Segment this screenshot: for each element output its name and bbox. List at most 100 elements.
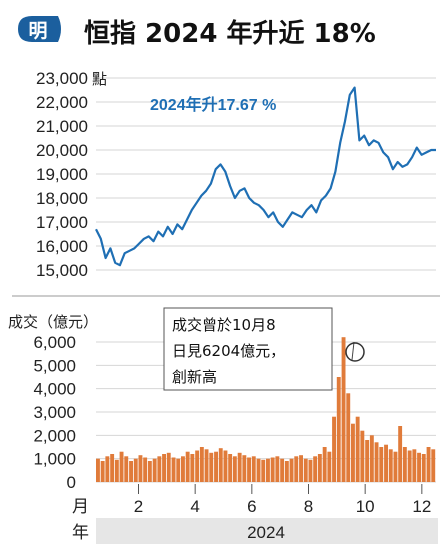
volume-bar [133,458,138,482]
volume-bar [171,457,176,482]
price-y-tick-label: 23,000 [36,69,88,88]
volume-bar [242,455,247,482]
volume-bar [365,440,370,482]
volume-y-tick-label: 1,000 [33,450,76,469]
volume-bar [270,457,275,482]
volume-y-tick-label: 5,000 [33,356,76,375]
month-tick-label: 8 [304,497,313,516]
volume-bar [351,423,355,482]
month-axis-label: 月 [72,497,89,516]
volume-bar [204,449,209,482]
volume-y-tick-labels: 6,000 5,000 4,000 3,000 2,000 1,000 0 [33,333,76,492]
volume-bar [100,461,105,482]
volume-y-tick-label: 4,000 [33,380,76,399]
price-y-tick-label: 22,000 [36,93,88,112]
volume-unit-label: 成交（億元） [8,313,98,331]
month-tick-label: 6 [247,497,256,516]
volume-bar [384,444,388,482]
volume-bar [190,454,195,482]
volume-bar [360,430,365,482]
month-tick-label: 10 [356,497,375,516]
mingpao-logo-icon: 明 [18,16,61,42]
volume-bar [379,447,384,482]
volume-bar [119,451,124,482]
volume-bar [185,451,190,482]
volume-bar [199,447,204,482]
volume-bar [275,456,280,482]
chart-title: 恒指 2024 年升近 18% [84,19,376,49]
volume-bar [332,416,336,482]
price-y-tick-label: 15,000 [36,261,88,280]
volume-bar [195,450,200,482]
volume-bar [303,458,308,482]
volume-bar [166,452,171,482]
volume-bar [402,447,407,482]
year-band [96,518,438,544]
volume-bar [322,447,327,482]
header: 明 恒指 2024 年升近 18% [0,0,448,60]
price-y-tick-label: 16,000 [36,237,88,256]
volume-bar [218,448,223,482]
volume-bar [124,456,129,482]
month-tick-label: 12 [412,497,431,516]
volume-bar [251,456,256,482]
volume-bar [346,393,351,482]
volume-bar [247,457,251,482]
volume-bar [152,458,157,482]
volume-bar [157,456,162,482]
annual-change-annotation: 2024年升17.67 % [150,95,276,114]
volume-bar [143,457,148,482]
volume-bar [299,455,303,482]
callout-leader-line [351,341,355,361]
volume-bar [232,456,237,482]
price-y-tick-label: 18,000 [36,189,88,208]
volume-bar [284,461,289,482]
callout-box [163,307,333,391]
volume-y-tick-label: 3,000 [33,403,76,422]
volume-bar [261,459,266,482]
volume-bar [421,454,426,482]
volume-bar [162,454,166,482]
volume-bar [313,456,318,482]
month-tick-label: 2 [134,497,143,516]
price-unit-label: 點 [92,70,107,88]
price-gridlines [96,77,436,271]
volume-bar [96,458,100,482]
price-series-line [95,86,436,267]
year-label: 2024 [247,523,285,542]
volume-bar [228,454,233,482]
peak-marker-circle [345,342,365,362]
volume-bar [129,461,133,482]
volume-bar [388,449,393,482]
price-y-tick-label: 20,000 [36,141,88,160]
volume-bar [114,459,119,482]
volume-bar [417,452,421,482]
volume-bar [407,450,412,482]
price-y-tick-label: 21,000 [36,117,88,136]
volume-bar [176,458,181,482]
volume-bar [308,459,313,482]
volume-bar [341,337,346,482]
logo-char: 明 [28,20,47,42]
volume-bar [289,458,294,482]
volume-bar [336,377,341,482]
callout-line-1: 成交曾於10月8 [172,316,276,334]
callout-line-3: 創新高 [172,368,217,386]
volume-y-tick-label: 2,000 [33,426,76,445]
volume-y-tick-label: 6,000 [33,333,76,352]
month-tick-label: 4 [190,497,199,516]
volume-bar [412,449,417,482]
price-y-tick-label: 19,000 [36,165,88,184]
price-y-tick-label: 17,000 [36,213,88,232]
month-tick-labels: 2 4 6 8 10 12 [134,484,431,516]
volume-bar [237,452,242,482]
volume-bar [369,435,374,482]
volume-bar [398,426,403,482]
volume-y-tick-label: 0 [67,473,76,492]
volume-bar [181,456,185,482]
year-axis-label: 年 [72,523,89,542]
volume-bar [393,451,398,482]
volume-bar [317,454,322,482]
volume-bar [138,455,143,482]
